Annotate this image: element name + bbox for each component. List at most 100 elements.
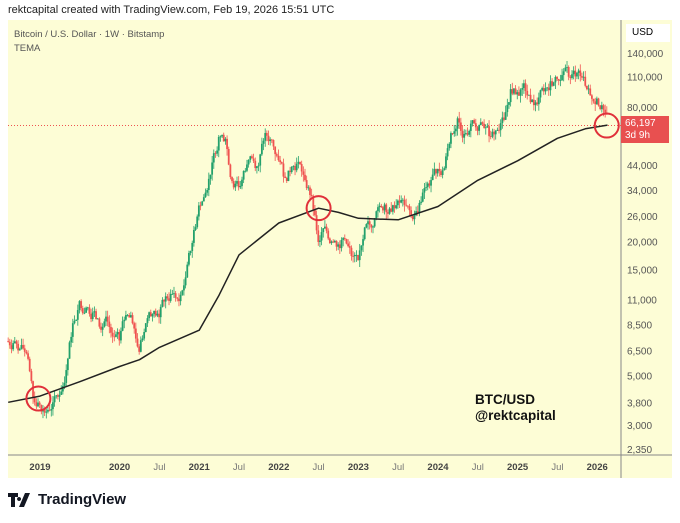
candle-body	[13, 341, 16, 344]
candle-body	[30, 371, 33, 382]
candle-body	[435, 168, 437, 174]
candle-body	[589, 88, 592, 96]
candle-body	[443, 168, 446, 171]
candle-body	[294, 165, 296, 171]
price-tick-label: 110,000	[627, 72, 663, 83]
candle-body	[163, 299, 165, 302]
candle-body	[115, 334, 117, 337]
time-tick-label: 2023	[348, 462, 369, 473]
candle-body	[128, 315, 131, 318]
candle-body	[494, 130, 497, 135]
candle-body	[78, 301, 81, 311]
candle-body	[85, 307, 88, 313]
candle-body	[581, 76, 583, 78]
candle-body	[557, 78, 560, 81]
tradingview-logo[interactable]: TradingView	[8, 491, 126, 508]
candle-body	[421, 192, 424, 202]
candle-body	[219, 136, 222, 138]
candle-body	[314, 210, 316, 216]
candle-body	[577, 70, 580, 73]
candle-body	[401, 199, 404, 201]
candle-body	[483, 123, 486, 128]
candle-body	[448, 143, 451, 149]
candle-body	[527, 94, 530, 96]
candle-body	[549, 81, 552, 91]
chart-legend: Bitcoin / U.S. Dollar · 1W · Bitstamp TE…	[14, 28, 164, 56]
candle-body	[214, 153, 217, 155]
candle-body	[398, 200, 401, 203]
candle-body	[360, 245, 363, 251]
candle-body	[566, 67, 568, 68]
candle-body	[81, 308, 84, 314]
candle-body	[478, 125, 481, 131]
price-chart[interactable]: 140,000 110,000 80,000 44,000 34,000 26,000 20…	[0, 0, 680, 480]
candle-body	[25, 351, 28, 354]
candle-body	[174, 293, 177, 298]
candle-body	[226, 138, 228, 150]
candle-body	[521, 88, 524, 90]
price-tick-label: 140,000	[627, 49, 664, 60]
candle-body	[509, 89, 512, 103]
currency-label[interactable]: USD	[626, 24, 670, 42]
candle-body	[234, 183, 237, 188]
candle-body	[120, 330, 122, 341]
watermark-handle: @rektcapital	[475, 408, 556, 423]
candle-body	[532, 99, 535, 106]
candle-body	[405, 204, 408, 206]
candle-body	[95, 311, 97, 320]
candle-body	[300, 164, 303, 172]
candle-body	[315, 215, 318, 231]
candle-body	[426, 183, 429, 188]
time-tick-label: 2020	[109, 462, 130, 473]
candle-body	[358, 250, 361, 261]
candle-body	[498, 129, 500, 131]
candle-body	[446, 148, 449, 157]
candle-body	[237, 181, 240, 188]
candle-body	[222, 134, 225, 142]
candle-body	[491, 131, 494, 137]
candle-body	[88, 307, 91, 314]
candle-body	[134, 328, 137, 339]
candle-body	[260, 143, 263, 155]
candle-body	[279, 160, 282, 163]
candle-body	[121, 321, 124, 331]
candle-body	[476, 127, 479, 131]
candle-body	[562, 71, 565, 76]
candle-body	[272, 140, 275, 147]
candle-body	[161, 299, 164, 307]
price-tick-label: 11,000	[627, 295, 657, 306]
candle-body	[418, 202, 421, 213]
candle-body	[569, 76, 572, 78]
candle-body	[285, 178, 288, 182]
candle-body	[35, 402, 38, 407]
price-tick-label: 5,000	[627, 372, 652, 383]
candle-body	[554, 77, 557, 83]
candle-body	[504, 112, 507, 120]
candle-body	[523, 83, 525, 89]
candle-body	[600, 105, 603, 109]
candle-body	[464, 133, 467, 134]
candle-body	[176, 297, 179, 299]
candle-body	[433, 168, 436, 175]
candle-body	[40, 404, 43, 412]
candle-body	[136, 338, 139, 347]
candle-body	[63, 382, 66, 386]
candle-body	[571, 74, 573, 78]
candle-body	[297, 161, 300, 164]
candle-body	[333, 240, 336, 243]
candle-body	[239, 186, 242, 188]
candle-body	[149, 312, 152, 317]
candle-body	[408, 206, 411, 211]
candle-body	[270, 139, 273, 141]
candle-body	[146, 318, 149, 324]
candle-body	[252, 158, 255, 161]
bar-countdown: 3d 9h	[625, 130, 651, 141]
candle-body	[602, 105, 605, 110]
price-tick-label: 34,000	[627, 186, 658, 197]
candle-body	[378, 205, 381, 208]
time-tick-label: 2021	[189, 462, 211, 473]
candle-body	[290, 166, 293, 173]
candle-body	[227, 149, 230, 165]
candle-body	[105, 316, 107, 322]
candle-body	[325, 226, 328, 231]
